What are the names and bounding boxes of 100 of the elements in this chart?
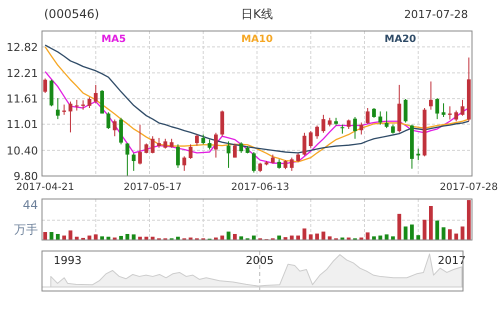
bar — [56, 234, 60, 240]
x-tick-label: 1993 — [54, 254, 82, 267]
y-axis-title: 万手 — [14, 222, 38, 236]
chart-subtitle: 日K线 — [241, 7, 273, 21]
candlestick — [232, 142, 237, 158]
bar — [220, 236, 224, 240]
candlestick — [315, 125, 319, 140]
text: MA5 — [101, 34, 126, 45]
bar — [404, 226, 408, 240]
bar — [119, 236, 123, 240]
candlestick — [176, 144, 180, 168]
candlestick — [214, 132, 218, 158]
bar — [308, 234, 313, 240]
candlestick — [125, 142, 130, 176]
bar — [391, 236, 395, 240]
candlestick — [182, 156, 186, 172]
candlestick — [308, 130, 313, 148]
bar — [296, 236, 300, 240]
bar — [416, 235, 420, 240]
bar — [290, 236, 294, 240]
y-tick-label: 12.82 — [6, 40, 38, 54]
candlestick — [226, 140, 230, 168]
text: MA20 — [384, 34, 416, 45]
bar — [125, 234, 130, 240]
bar — [315, 234, 319, 240]
bar — [454, 234, 458, 240]
bar — [302, 228, 306, 240]
candlestick — [359, 122, 364, 136]
bar — [132, 234, 136, 240]
chart-title: (000546) — [44, 7, 100, 21]
x-tick-label: 2017-05-17 — [124, 182, 182, 193]
candlestick — [435, 98, 440, 120]
bar — [226, 232, 230, 240]
x-tick-label: 2017-07-28 — [440, 182, 498, 193]
candlestick — [366, 107, 370, 124]
bar — [366, 232, 370, 240]
bar — [232, 234, 237, 240]
candlestick — [252, 152, 256, 174]
bar — [378, 236, 382, 240]
bar — [322, 232, 326, 240]
text: MA10 — [241, 34, 273, 45]
y-tick-label: 11.61 — [6, 92, 38, 106]
candlestick — [150, 136, 155, 154]
bar — [277, 236, 282, 240]
bar — [442, 227, 446, 240]
bar — [460, 226, 464, 240]
candlestick — [302, 132, 306, 156]
candlestick — [346, 119, 351, 130]
candlestick — [81, 100, 85, 110]
bar — [397, 214, 402, 240]
x-tick-label: 2017-06-13 — [231, 182, 290, 193]
bar — [429, 206, 433, 240]
bar — [43, 232, 48, 240]
candlestick — [106, 112, 110, 130]
candlestick — [384, 110, 389, 129]
bar — [372, 236, 376, 240]
candlestick — [68, 101, 72, 133]
bar — [100, 236, 104, 240]
bar — [252, 236, 256, 240]
bar — [138, 236, 142, 240]
candlestick — [322, 114, 326, 134]
candlestick — [448, 106, 452, 120]
candlestick — [144, 142, 148, 154]
candlestick — [94, 84, 98, 104]
candlestick — [239, 142, 244, 154]
candlestick — [195, 134, 199, 146]
candlestick — [208, 139, 212, 150]
text: 44 — [22, 198, 38, 212]
bar — [74, 236, 79, 240]
candlestick — [404, 98, 408, 124]
bar — [50, 232, 54, 240]
y-tick-label: 11.01 — [6, 118, 38, 132]
bar — [448, 229, 452, 240]
bar — [176, 236, 180, 240]
x-tick-label: 2017-04-21 — [16, 182, 74, 193]
candlestick — [290, 157, 294, 172]
candlestick — [119, 117, 123, 145]
bar — [68, 230, 72, 240]
candlestick — [157, 137, 161, 148]
bar — [106, 236, 110, 240]
candlestick — [163, 138, 168, 150]
bar — [384, 234, 389, 240]
y-tick-label: 10.40 — [6, 144, 38, 158]
bar — [150, 236, 155, 240]
candlestick — [188, 144, 192, 160]
bar — [88, 236, 92, 240]
bar — [435, 220, 440, 240]
candlestick — [372, 107, 376, 118]
candlestick — [353, 116, 357, 140]
candlestick — [138, 124, 142, 165]
candlestick — [100, 90, 104, 114]
y-tick-label: 12.21 — [6, 66, 38, 80]
bar — [422, 220, 426, 240]
y-tick-label: 9.80 — [14, 170, 38, 183]
bar — [466, 200, 471, 240]
candlestick — [442, 102, 446, 118]
candlestick — [460, 99, 464, 116]
text: 2017-07-28 — [404, 8, 468, 21]
candlestick — [74, 99, 79, 112]
candlestick — [132, 152, 136, 172]
